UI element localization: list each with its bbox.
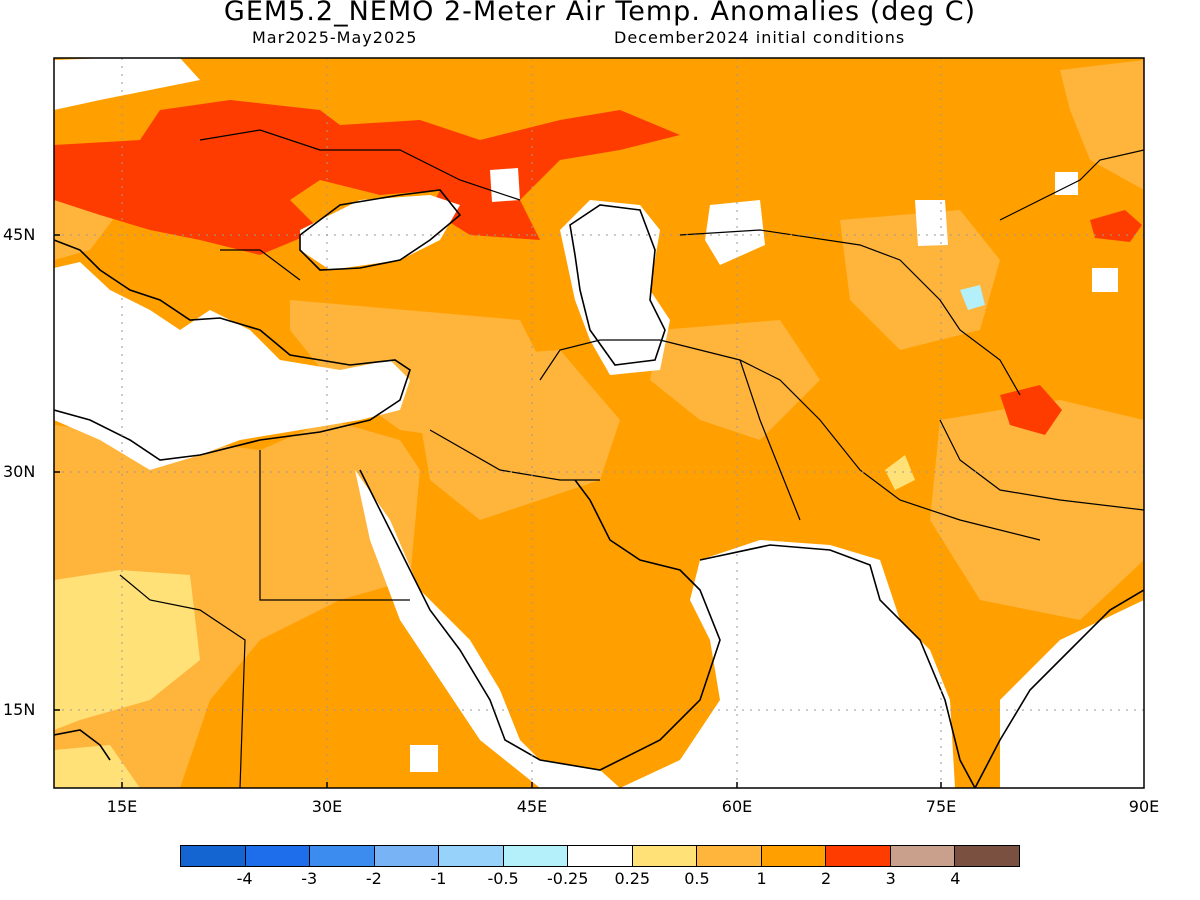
colorbar-swatch: [568, 846, 633, 866]
colorbar-swatch: [955, 846, 1019, 866]
colorbar-swatch: [632, 846, 698, 866]
anomaly-zone-025-05: [54, 570, 200, 730]
colorbar-swatch: [503, 846, 569, 866]
anomaly-zone-2-3: [1000, 385, 1062, 435]
colorbar-label: 2: [821, 869, 832, 888]
colorbar-label: 1: [756, 869, 767, 888]
graticule: [54, 58, 1144, 788]
colorbar-label: -1: [430, 869, 447, 888]
map-title: GEM5.2_NEMO 2-Meter Air Temp. Anomalies …: [223, 0, 977, 27]
colorbar: [180, 845, 1020, 867]
lon-label-30e: 30E: [311, 797, 343, 816]
colorbar-swatch: [374, 846, 440, 866]
map-frame: [53, 57, 1145, 789]
anomaly-zone-05-1: [930, 400, 1144, 620]
anomaly-zone-05-1: [1060, 60, 1144, 190]
colorbar-swatch: [181, 846, 246, 866]
colorbar-swatch: [439, 846, 504, 866]
colorbar-swatch: [310, 846, 375, 866]
lat-label-15n: 15N: [3, 700, 36, 719]
neutral-anomaly-areas: [54, 58, 1144, 788]
lon-label-75e: 75E: [925, 797, 957, 816]
anomaly-zone-neg: [960, 285, 985, 310]
colorbar-label: -4: [236, 869, 253, 888]
colorbar-swatch: [761, 846, 827, 866]
lon-label-60e: 60E: [721, 797, 753, 816]
colorbar-label: 3: [885, 869, 896, 888]
lon-label-15e: 15E: [106, 797, 138, 816]
colorbar-label: -2: [365, 869, 382, 888]
anomaly-zone-05-1: [410, 350, 620, 520]
tick-marks: [54, 234, 942, 788]
colorbar-swatch: [826, 846, 891, 866]
anomaly-zone-05-1: [650, 320, 820, 440]
lon-label-90e: 90E: [1128, 797, 1160, 816]
initial-conditions: December2024 initial conditions: [614, 28, 906, 47]
lon-label-45e: 45E: [516, 797, 548, 816]
colorbar-label: 0.25: [614, 869, 651, 888]
colorbar-label: -0.5: [487, 869, 519, 888]
anomaly-zone-2-3: [1090, 210, 1142, 242]
lat-label-45n: 45N: [3, 225, 36, 244]
country-borders: [119, 129, 1144, 788]
coastlines: [54, 189, 1144, 788]
colorbar-swatch: [245, 846, 311, 866]
anomaly-zone-025-05: [54, 745, 140, 788]
colorbar-label: 4: [950, 869, 961, 888]
colorbar-label: 0.5: [684, 869, 710, 888]
colorbar-label: -3: [301, 869, 318, 888]
colorbar-label: -0.25: [546, 869, 589, 888]
forecast-period: Mar2025-May2025: [252, 28, 418, 47]
anomaly-zone-025-05: [885, 455, 915, 490]
lat-label-30n: 30N: [3, 462, 36, 481]
colorbar-swatch: [890, 846, 956, 866]
colorbar-swatch: [697, 846, 762, 866]
